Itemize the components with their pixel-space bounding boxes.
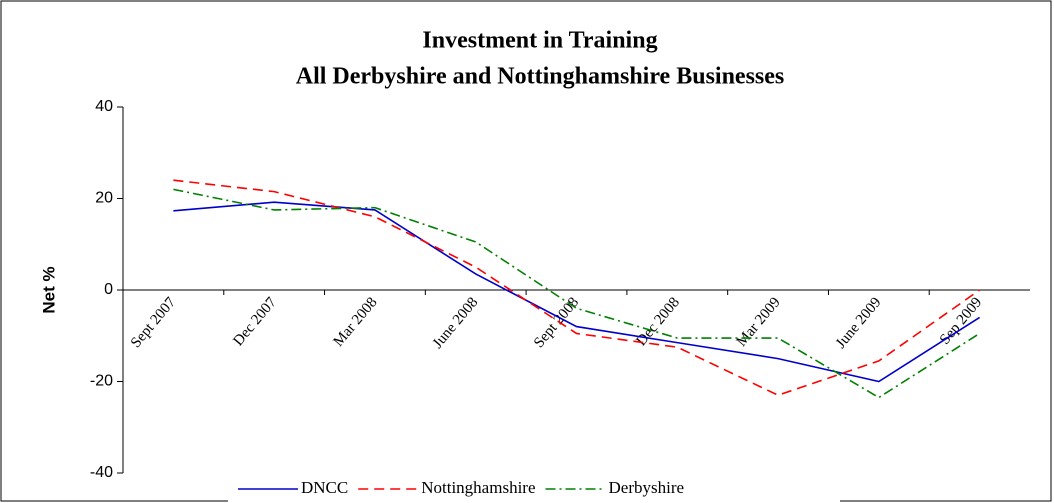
legend-box xyxy=(228,476,840,502)
y-tick-label: 20 xyxy=(95,190,113,207)
y-tick-label: 0 xyxy=(104,281,113,298)
y-tick-label: -40 xyxy=(90,464,113,481)
line-series xyxy=(173,179,981,397)
legend: DNCC Nottinghamshire Derbyshire xyxy=(228,476,840,502)
y-tick-label: 40 xyxy=(95,98,113,115)
y-tick-label: -20 xyxy=(90,373,113,390)
legend-label: Derbyshire xyxy=(609,478,685,497)
line-series xyxy=(173,201,981,383)
y-axis-title: Net % xyxy=(39,266,58,313)
chart-subtitle: All Derbyshire and Nottinghamshire Busin… xyxy=(296,64,785,90)
legend-label: DNCC xyxy=(301,478,348,497)
line-series xyxy=(173,188,981,399)
legend-label: Nottinghamshire xyxy=(421,478,535,497)
chart-title: Investment in Training xyxy=(422,28,657,54)
